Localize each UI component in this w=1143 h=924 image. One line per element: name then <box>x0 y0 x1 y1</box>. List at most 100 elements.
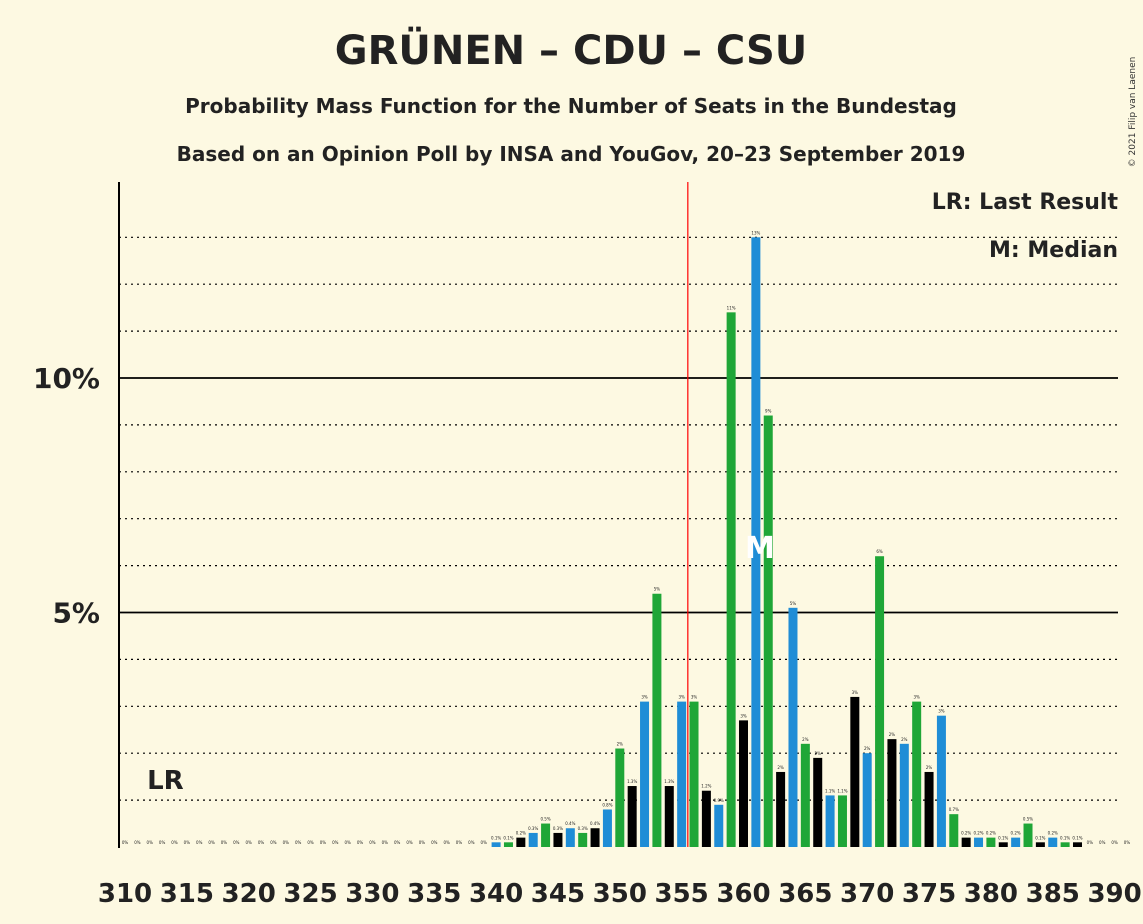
bar-label-seat-381: 0.1% <box>998 835 1008 840</box>
bar-seat-379 <box>974 837 984 847</box>
bar-label-seat-364: 5% <box>790 601 797 606</box>
x-tick-310: 310 <box>98 879 152 909</box>
bar-label-seat-336: 0% <box>443 840 450 845</box>
bar-seat-378 <box>961 837 971 847</box>
bar-seat-342 <box>516 837 526 847</box>
bar-label-seat-353: 5% <box>654 587 661 592</box>
x-tick-315: 315 <box>160 879 214 909</box>
y-tick-10: 10% <box>33 362 100 395</box>
bar-label-seat-382: 0.2% <box>1011 831 1021 836</box>
bar-label-seat-311: 0% <box>134 840 141 845</box>
bar-seat-361 <box>751 237 761 848</box>
legend-median: M: Median <box>989 238 1118 263</box>
bar-seat-368 <box>837 795 847 847</box>
y-tick-labels: 5% 10% <box>33 362 100 630</box>
bar-seat-363 <box>776 771 786 847</box>
bar-labels-group: 0% 0% 0% 0% 0% 0% 0% 0% 0% 0% 0% 0% 0% 0% 0% 0% 0% 0% 0% 0%… <box>122 230 1131 845</box>
x-tick-335: 335 <box>407 879 461 909</box>
bar-seat-359 <box>726 312 736 848</box>
bar-seat-370 <box>862 753 872 847</box>
bar-label-seat-362: 9% <box>765 409 772 414</box>
last-result-marker: LR <box>147 766 184 796</box>
x-tick-390: 390 <box>1087 879 1141 909</box>
bar-seat-343 <box>528 832 538 847</box>
bar-seat-373 <box>899 743 909 847</box>
bar-label-seat-329: 0% <box>357 840 364 845</box>
bar-label-seat-342: 0.2% <box>516 831 526 836</box>
bar-label-seat-347: 0.3% <box>578 826 588 831</box>
bar-label-seat-322: 0% <box>270 840 277 845</box>
bar-label-seat-321: 0% <box>258 840 265 845</box>
bar-label-seat-367: 1.1% <box>825 788 835 793</box>
bar-seat-358 <box>714 804 724 847</box>
bar-label-seat-378: 0.2% <box>961 831 971 836</box>
bar-label-seat-372: 2% <box>889 732 896 737</box>
bar-label-seat-365: 2% <box>802 737 809 742</box>
bar-seat-386 <box>1060 842 1070 847</box>
bar-label-seat-351: 1.3% <box>627 779 637 784</box>
bar-label-seat-369: 3% <box>852 690 859 695</box>
bar-label-seat-359: 11% <box>727 305 736 310</box>
y-tick-5: 5% <box>52 597 100 630</box>
bar-label-seat-316: 0% <box>196 840 203 845</box>
bar-label-seat-375: 2% <box>926 765 933 770</box>
bar-label-seat-356: 3% <box>691 695 698 700</box>
bar-label-seat-387: 0.1% <box>1072 835 1082 840</box>
bar-label-seat-314: 0% <box>171 840 178 845</box>
gridlines <box>119 236 1118 801</box>
bar-seat-374 <box>912 701 922 847</box>
bar-label-seat-355: 3% <box>678 695 685 700</box>
bar-seat-340 <box>491 842 501 847</box>
bar-seat-345 <box>553 832 563 847</box>
chart-subtitle: Probability Mass Function for the Number… <box>185 94 957 118</box>
bar-label-seat-368: 1.1% <box>837 788 847 793</box>
bar-seat-369 <box>850 696 860 847</box>
bar-label-seat-377: 0.7% <box>949 807 959 812</box>
bar-label-seat-328: 0% <box>344 840 351 845</box>
copyright-note: © 2021 Filip van Laenen <box>1128 57 1138 168</box>
bar-label-seat-320: 0% <box>246 840 253 845</box>
bar-label-seat-310: 0% <box>122 840 129 845</box>
bar-label-seat-325: 0% <box>307 840 314 845</box>
bar-label-seat-313: 0% <box>159 840 166 845</box>
bar-seat-349 <box>602 809 612 847</box>
x-tick-320: 320 <box>222 879 276 909</box>
bar-seat-351 <box>627 786 637 847</box>
x-tick-360: 360 <box>716 879 770 909</box>
median-marker: M <box>745 531 775 566</box>
bar-seat-381 <box>998 842 1008 847</box>
bar-seat-356 <box>689 701 699 847</box>
bar-label-seat-390: 0% <box>1111 840 1118 845</box>
bar-seat-384 <box>1035 842 1045 847</box>
bar-label-seat-374: 3% <box>914 695 921 700</box>
bar-label-seat-363: 2% <box>777 765 784 770</box>
bar-label-seat-337: 0% <box>456 840 463 845</box>
bar-label-seat-386: 0.1% <box>1060 835 1070 840</box>
bar-label-seat-324: 0% <box>295 840 302 845</box>
x-tick-375: 375 <box>902 879 956 909</box>
bar-label-seat-352: 3% <box>641 695 648 700</box>
bar-label-seat-339: 0% <box>481 840 488 845</box>
bar-label-seat-348: 0.4% <box>590 821 600 826</box>
bar-seat-387 <box>1072 842 1082 847</box>
bar-label-seat-354: 1.3% <box>664 779 674 784</box>
bar-label-seat-312: 0% <box>147 840 154 845</box>
x-tick-325: 325 <box>283 879 337 909</box>
bar-label-seat-318: 0% <box>221 840 228 845</box>
bar-seat-371 <box>875 556 885 847</box>
bar-label-seat-319: 0% <box>233 840 240 845</box>
bar-label-seat-376: 3% <box>938 709 945 714</box>
bar-seat-385 <box>1048 837 1058 847</box>
bar-seat-365 <box>800 743 810 847</box>
bar-label-seat-330: 0% <box>369 840 376 845</box>
bars-group <box>491 237 1082 848</box>
x-tick-380: 380 <box>964 879 1018 909</box>
bar-label-seat-331: 0% <box>382 840 389 845</box>
bar-seat-357 <box>701 790 711 847</box>
legend-last-result: LR: Last Result <box>932 190 1119 215</box>
bar-label-seat-317: 0% <box>208 840 215 845</box>
bar-label-seat-379: 0.2% <box>973 831 983 836</box>
bar-seat-347 <box>578 832 588 847</box>
bar-label-seat-357: 1.2% <box>701 784 711 789</box>
bar-seat-364 <box>788 607 798 847</box>
